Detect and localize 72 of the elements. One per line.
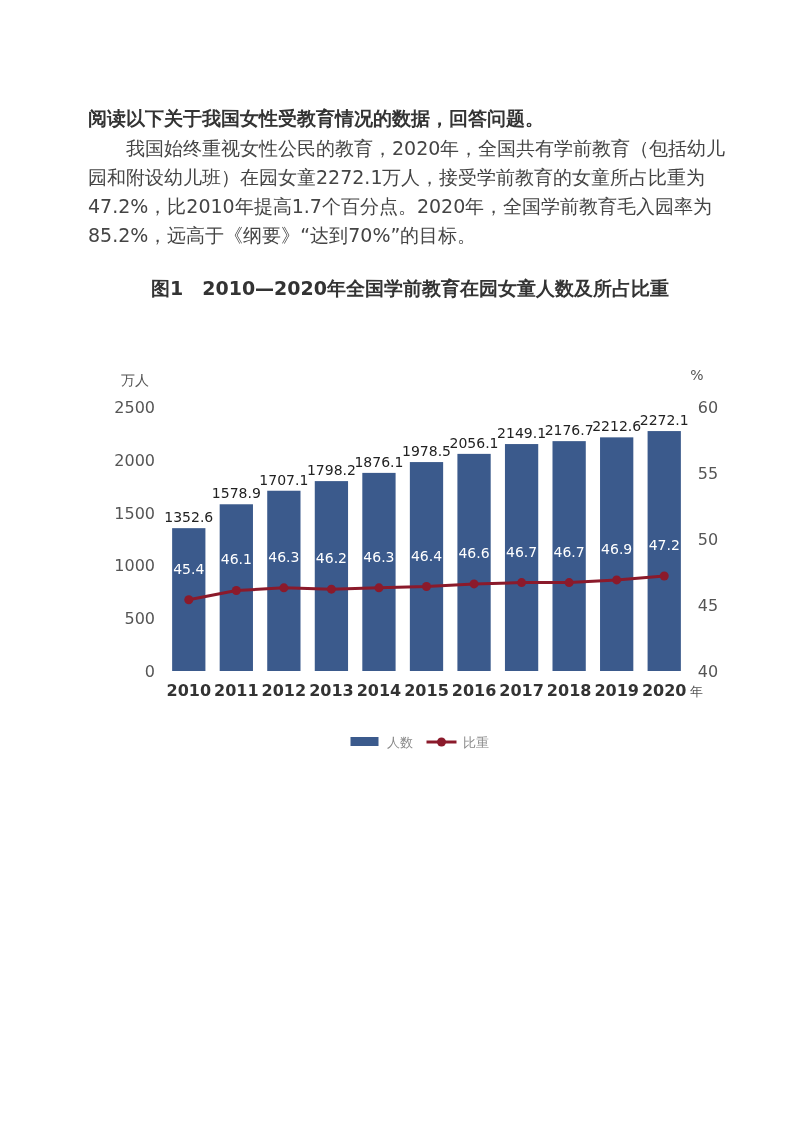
y2-tick-label: 40 <box>697 662 719 681</box>
bar <box>504 444 539 671</box>
point <box>469 579 479 589</box>
data-label: 1798.2 <box>306 462 356 479</box>
point <box>422 582 431 592</box>
y-tick-label: 500 <box>124 609 155 629</box>
bar <box>219 504 253 671</box>
y2-tick-label: 55 <box>697 464 719 483</box>
bar <box>552 441 586 671</box>
x-tick-label: 2011 <box>214 681 259 700</box>
bar <box>314 481 349 671</box>
data-label: 1876.1 <box>354 453 404 470</box>
x-tick-label: 2020 <box>641 681 687 700</box>
x-axis-title: 年 <box>690 684 704 699</box>
text: 阅读以下关于我国女性受教育情况的数据，回答问题。 <box>88 106 545 131</box>
bar <box>172 528 206 671</box>
y-axis-title: 万人 <box>121 372 149 388</box>
x-tick-label: 2015 <box>404 681 449 700</box>
point <box>564 578 574 588</box>
x-tick-label: 2013 <box>309 681 354 700</box>
data-label: 46.7 <box>553 543 585 560</box>
point <box>279 583 289 593</box>
point <box>231 585 241 595</box>
data-label: 47.2 <box>648 536 680 553</box>
point <box>184 595 194 605</box>
y2-tick-label: 45 <box>697 596 719 615</box>
x-tick-label: 2017 <box>499 681 544 700</box>
chart-title: 图1 2010—2020年全国学前教育在园女童人数及所占比重 <box>150 276 670 301</box>
data-label: 1578.9 <box>211 485 261 502</box>
bar <box>409 462 444 671</box>
data-label: 1707.1 <box>259 471 309 488</box>
y2-tick-label: 60 <box>697 398 719 417</box>
y2-tick-label: 50 <box>697 530 719 549</box>
data-label: 2212.6 <box>592 418 642 435</box>
x-tick-label: 2014 <box>356 681 402 700</box>
text: 我国始终重视女性公民的教育，2020年，全国共有学前教育（包括幼儿园和附设幼儿班）在园女童2272.1万人，接受学前教育的女童所占比重为47.2%，比2010年提高1.7个百分点。2020年，全国学前教育毛入园率为85.2%，远高于《纲要》“达到70%”的目标。 <box>88 136 727 248</box>
data-label: 2056.1 <box>449 434 499 451</box>
point <box>659 571 669 581</box>
legend-label: 人数 <box>386 735 413 750</box>
y-tick-label: 2500 <box>114 398 155 417</box>
data-label: 1352.6 <box>164 509 214 526</box>
point <box>517 578 527 588</box>
x-tick-label: 2016 <box>451 681 497 700</box>
point <box>374 583 384 593</box>
bar <box>647 431 681 671</box>
data-label: 1978.5 <box>402 443 451 460</box>
data-label: 46.3 <box>268 548 300 565</box>
bar <box>600 437 634 671</box>
y-tick-label: 1500 <box>114 503 155 523</box>
point <box>612 575 622 585</box>
x-tick-label: 2012 <box>261 681 307 700</box>
y-tick-label: 0 <box>144 662 155 681</box>
bar <box>267 490 301 671</box>
data-label: 46.7 <box>506 543 538 560</box>
bar <box>457 453 491 671</box>
data-label: 46.2 <box>315 550 347 567</box>
y-tick-label: 2000 <box>114 450 155 470</box>
bar <box>362 472 396 671</box>
x-tick-label: 2010 <box>166 681 212 700</box>
data-label: 45.4 <box>173 560 205 577</box>
y2-axis-title: % <box>690 367 704 383</box>
x-tick-label: 2019 <box>594 681 639 700</box>
data-label: 46.9 <box>601 540 633 557</box>
data-label: 46.1 <box>220 551 252 568</box>
x-tick-label: 2018 <box>546 681 592 700</box>
data-label: 46.3 <box>363 548 395 565</box>
y-tick-label: 1000 <box>114 556 155 576</box>
point <box>326 584 336 594</box>
data-label: 46.4 <box>410 547 443 564</box>
data-label: 2176.7 <box>544 422 594 439</box>
legend-label: 比重 <box>462 735 489 750</box>
data-label: 46.6 <box>458 544 490 561</box>
